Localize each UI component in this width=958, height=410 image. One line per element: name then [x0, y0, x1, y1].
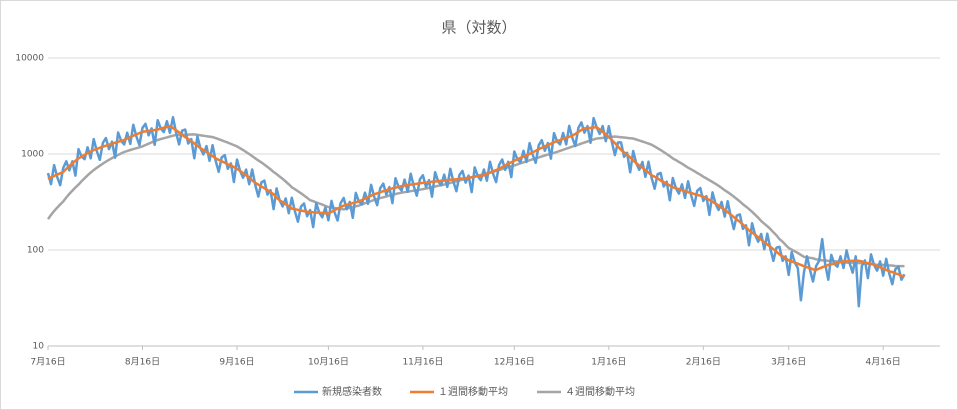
x-tick-label: 3月16日: [771, 357, 806, 368]
legend-label: 新規感染者数: [322, 385, 382, 398]
x-tick-label: 10月16日: [308, 357, 349, 368]
y-tick-label: 100: [27, 246, 44, 256]
y-tick-label: 10000: [15, 54, 44, 64]
x-tick-label: 11月16日: [402, 357, 443, 368]
y-tick-label: 10: [33, 342, 45, 352]
x-tick-label: 4月16日: [866, 357, 901, 368]
x-tick-label: 1月16日: [591, 357, 626, 368]
x-tick-label: 8月16日: [125, 357, 160, 368]
x-tick-label: 12月16日: [494, 357, 535, 368]
x-tick-label: 7月16日: [30, 357, 65, 368]
series-line: [47, 124, 905, 278]
legend-label: ４週間移動平均: [565, 385, 635, 398]
y-tick-label: 1000: [21, 150, 44, 160]
chart-title: 県（対数）: [441, 19, 516, 37]
legend-label: １週間移動平均: [438, 385, 508, 398]
x-tick-label: 2月16日: [686, 357, 721, 368]
x-tick-label: 9月16日: [219, 357, 254, 368]
